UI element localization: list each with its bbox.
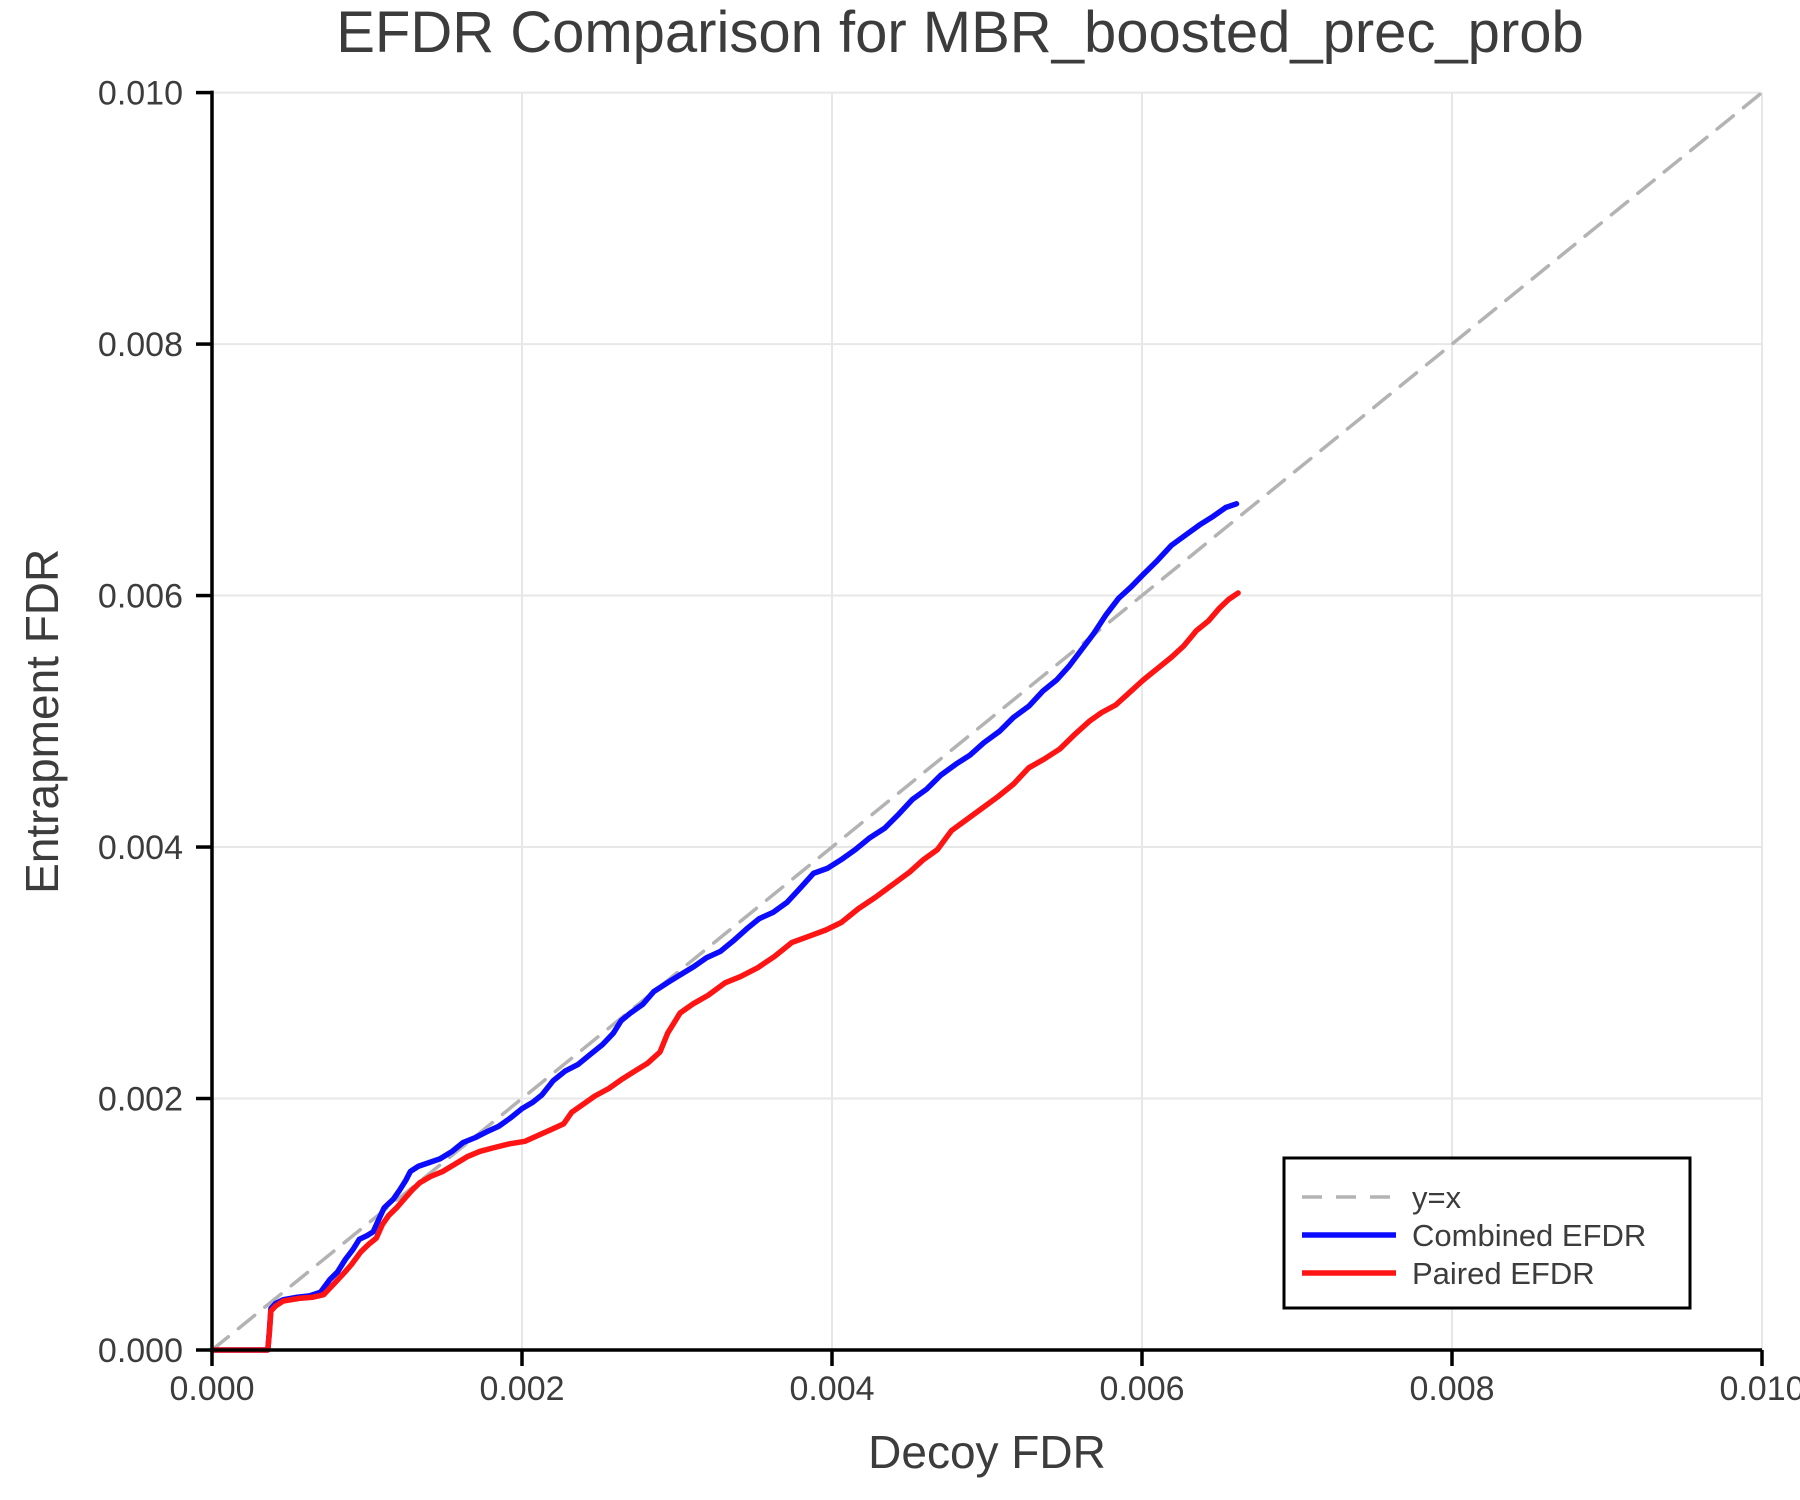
x-tick-label: 0.004	[789, 1370, 874, 1408]
combined-efdr-line	[209, 501, 1240, 1353]
identity-line	[210, 90, 1764, 1352]
paired-efdr-line	[209, 590, 1241, 1353]
y-axis-label: Entrapment FDR	[16, 549, 68, 894]
x-tick-label: 0.000	[169, 1370, 254, 1408]
x-axis-label: Decoy FDR	[868, 1426, 1106, 1478]
legend-entry-label: Combined EFDR	[1412, 1218, 1646, 1253]
legend-entry-label: Paired EFDR	[1412, 1256, 1595, 1291]
x-tick-label: 0.010	[1719, 1370, 1800, 1408]
y-tick-label: 0.002	[98, 1081, 183, 1119]
x-tick-label: 0.002	[479, 1370, 564, 1408]
x-tick-label: 0.006	[1099, 1370, 1184, 1408]
y-tick-label: 0.010	[98, 75, 183, 113]
x-tick-label: 0.008	[1409, 1370, 1494, 1408]
y-tick-label: 0.000	[98, 1332, 183, 1370]
y-tick-label: 0.006	[98, 578, 183, 616]
chart-title: EFDR Comparison for MBR_boosted_prec_pro…	[336, 0, 1584, 65]
y-tick-label: 0.004	[98, 829, 183, 867]
legend-box	[1282, 1156, 1692, 1310]
y-tick-label: 0.008	[98, 326, 183, 364]
legend-entry-label: y=x	[1412, 1180, 1462, 1215]
